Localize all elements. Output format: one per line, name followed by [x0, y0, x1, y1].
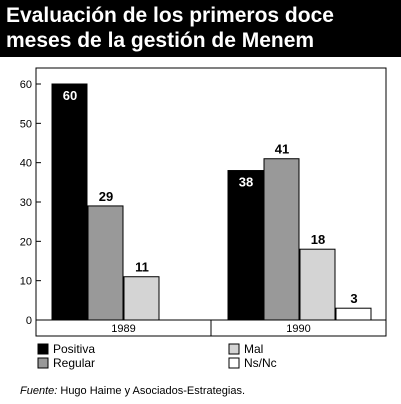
- y-axis: 0 10 20 30 40 50 60: [20, 79, 41, 327]
- bar: [227, 170, 264, 321]
- data-label: 60: [63, 88, 77, 103]
- data-label: 3: [350, 291, 357, 306]
- legend-swatch: [228, 343, 240, 355]
- legend-swatch: [37, 357, 49, 369]
- source-text: Hugo Haime y Asociados-Estrategias.: [57, 385, 246, 397]
- data-label: 41: [275, 142, 289, 157]
- y-tick-label: 30: [20, 197, 32, 209]
- value-labels: 60 29 11 38 41 18 3: [63, 88, 358, 306]
- y-tick-label: 0: [26, 315, 32, 327]
- y-tick-label: 10: [20, 276, 32, 288]
- source-note: Fuente: Hugo Haime y Asociados-Estrategi…: [20, 385, 245, 397]
- y-tick-label: 60: [20, 79, 32, 91]
- source-prefix: Fuente:: [20, 385, 58, 397]
- data-label: 38: [239, 175, 253, 190]
- bar-chart: 0 10 20 30 40 50 60 60 29 11 38 41 18 3 1989 1990 Pos…: [20, 67, 387, 370]
- bar: [87, 205, 124, 321]
- legend-label: Mal: [244, 342, 263, 356]
- legend-swatch: [228, 357, 240, 369]
- bar: [263, 158, 300, 321]
- legend-label: Regular: [53, 356, 95, 370]
- y-tick-label: 20: [20, 236, 32, 248]
- bar: [123, 276, 160, 321]
- bar: [335, 307, 372, 321]
- bar: [51, 83, 88, 321]
- chart-title-line-1: Evaluación de los primeros doce: [6, 4, 334, 27]
- data-label: 29: [99, 189, 113, 204]
- title-bar: Evaluación de los primeros doce meses de…: [0, 0, 401, 57]
- y-tick-label: 50: [20, 118, 32, 130]
- data-label: 11: [135, 260, 149, 275]
- bars: [51, 83, 372, 321]
- bar: [299, 248, 336, 321]
- legend-label: Ns/Nc: [244, 356, 277, 370]
- y-tick-label: 40: [20, 158, 32, 170]
- x-tick-label: 1989: [111, 323, 135, 335]
- data-label: 18: [311, 232, 325, 247]
- legend-swatch: [37, 343, 49, 355]
- legend-label: Positiva: [53, 342, 95, 356]
- x-axis: 1989 1990: [111, 323, 310, 335]
- x-tick-label: 1990: [286, 323, 310, 335]
- chart-title-line-2: meses de la gestión de Menem: [6, 29, 315, 52]
